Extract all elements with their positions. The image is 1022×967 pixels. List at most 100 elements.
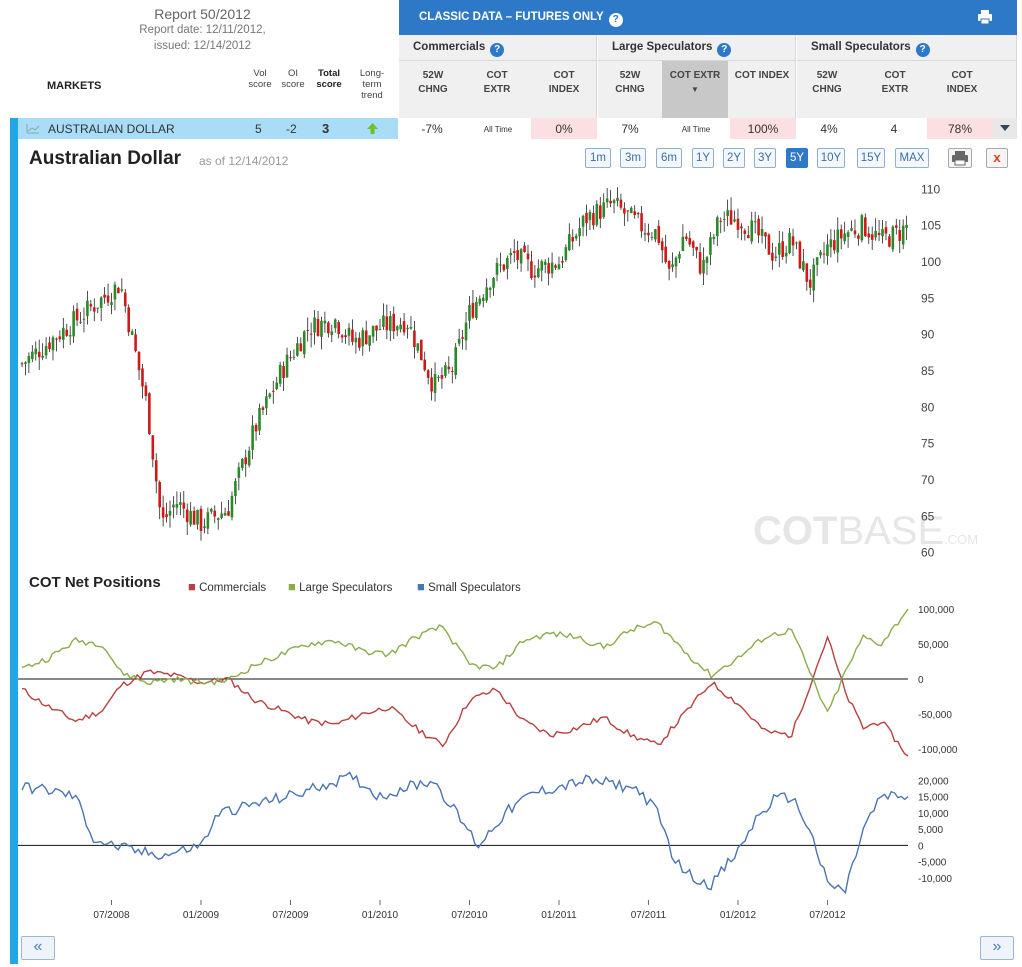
candle-body [753,221,757,223]
candle-body [172,504,175,508]
candle-body [602,202,606,218]
market-row-left[interactable]: AUSTRALIAN DOLLAR 5 -2 3 [18,118,398,139]
print-chart-button[interactable] [948,148,972,168]
help-icon[interactable]: ? [490,43,505,57]
candle-body [833,240,836,251]
range-button-3y[interactable]: 3Y [754,148,776,168]
candle-body [846,232,850,237]
candle-body [62,327,65,340]
candle-body [605,198,609,203]
group-small-speculators: Small Speculators? 52W CHNG COT EXTR COT… [797,35,1017,118]
range-button-1m[interactable]: 1m [585,148,611,168]
help-icon[interactable]: ? [717,43,732,57]
candle-body [337,322,340,335]
candle-body [347,327,351,336]
candle-body [523,245,526,252]
col-cot-index[interactable]: COT INDEX [548,70,580,95]
candle-body [671,264,674,268]
candle-body [48,342,51,350]
range-button-5y[interactable]: 5Y [786,148,808,168]
candle-body [716,217,719,237]
range-button-3m[interactable]: 3m [620,148,646,168]
candle-body [399,324,402,330]
row-expand-button[interactable] [993,118,1017,139]
markets-header: MARKETS [47,80,102,92]
candle-body [598,205,602,219]
candle-body [471,302,475,318]
market-row-australian-dollar[interactable]: AUSTRALIAN DOLLAR 5 -2 3 -7% All Time 0%… [0,118,1022,139]
range-button-6m[interactable]: 6m [656,148,682,168]
total-score-header[interactable]: Total score [316,68,342,90]
range-button-2y[interactable]: 2Y [723,148,745,168]
candle-body [495,262,499,275]
candle-body [771,252,774,261]
candle-body [543,261,547,265]
candle-body [774,256,778,258]
print-icon[interactable] [977,9,993,25]
col-cot-index[interactable]: COT INDEX [734,70,790,81]
lspec-52w-chng: 7% [621,122,639,136]
col-cot-extr[interactable]: COT EXTR [483,70,511,95]
candle-body [512,251,516,253]
mini-chart-icon[interactable] [26,123,40,134]
classic-data-bar: CLASSIC DATA – FUTURES ONLY? [399,0,1017,35]
market-table-header: Report 50/2012 Report date: 12/11/2012, … [0,0,1022,138]
candle-body [860,215,864,241]
col-cot-extr[interactable]: COT EXTR [881,70,909,95]
range-button-10y[interactable]: 10Y [817,148,845,168]
legend-large-speculators[interactable]: ■ Large Speculators [288,579,393,594]
candle-body [616,197,619,201]
candle-body [650,236,654,238]
next-market-button[interactable]: » [980,936,1014,960]
group-large-speculators: Large Speculators? 52W CHNG COT EXTR ▼ CO… [598,35,796,118]
candle-body [681,236,685,252]
report-info: Report 50/2012 Report date: 12/11/2012, … [110,6,295,54]
vol-score-header[interactable]: Vol score [248,68,272,90]
candle-body [629,207,633,214]
candle-body [853,230,857,235]
candle-body [89,304,93,307]
range-button-1y[interactable]: 1Y [692,148,714,168]
col-52w-chng[interactable]: 52W CHNG [812,70,842,95]
oi-score: -2 [286,122,297,136]
candle-body [120,289,124,291]
candle-body [654,229,657,240]
candle-body [278,364,282,384]
help-icon[interactable]: ? [608,13,623,27]
x-tick-label: 01/2011 [541,910,577,921]
candle-body [20,363,24,365]
col-52w-chng[interactable]: 52W CHNG [615,70,645,95]
candle-body [530,261,533,279]
candle-body [464,322,468,341]
oi-score-header[interactable]: OI score [281,68,305,90]
candle-body [254,424,258,432]
range-button-max[interactable]: MAX [895,148,929,168]
help-icon[interactable]: ? [915,43,930,57]
col-cot-index[interactable]: COT INDEX [946,70,978,95]
candle-body [275,382,279,390]
legend-small-speculators[interactable]: ■ Small Speculators [417,579,521,594]
candle-body [578,228,581,237]
close-chart-button[interactable]: x [986,148,1008,168]
x-tick-label: 01/2012 [720,910,757,921]
candle-body [203,526,206,529]
candle-body [557,264,561,270]
cot-net-positions-chart[interactable]: -100,000 -50,000 0 50,000 100,000 -10,000 -5,0… [18,596,1018,930]
candle-body [864,217,867,237]
lspec-cot-extr: All Time [681,125,711,134]
comm-cot-extr: All Time [483,125,513,134]
col-cot-extr-selected[interactable]: COT EXTR ▼ [662,61,728,118]
legend-commercials[interactable]: ■ Commercials [188,579,267,594]
col-52w-chng[interactable]: 52W CHNG [418,70,448,95]
long-term-trend-header[interactable]: Long-term trend [359,68,385,101]
range-button-15y[interactable]: 15Y [857,148,885,168]
prev-market-button[interactable]: « [21,936,55,960]
candle-body [92,307,96,312]
candle-body [533,275,537,278]
cot-y-tick: 15,000 [918,793,949,804]
candle-body [437,376,440,378]
candle-body [647,232,650,236]
market-name[interactable]: AUSTRALIAN DOLLAR [48,122,175,136]
candle-body [148,393,151,434]
